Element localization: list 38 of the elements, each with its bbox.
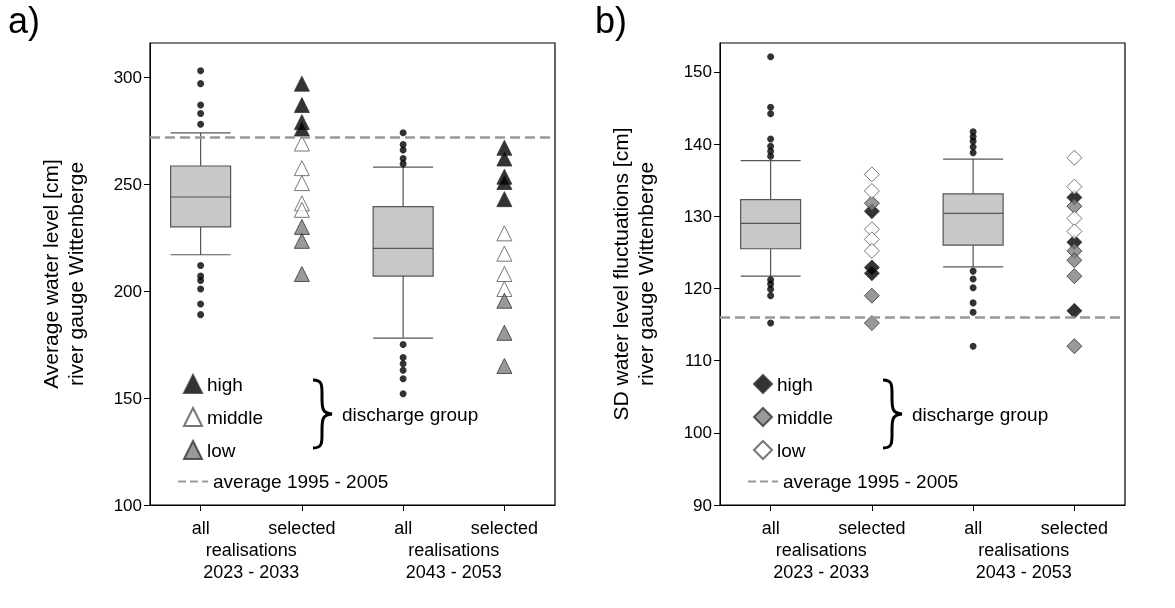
y-tick-label: 120 xyxy=(683,278,712,298)
text: realisations 2023 - 2033 xyxy=(203,540,300,582)
y-tick-label: 90 xyxy=(693,495,712,515)
legend-label: low xyxy=(777,439,806,461)
chart-title: a) xyxy=(8,0,41,41)
y-tick-label: 140 xyxy=(683,134,712,154)
text: realisations 2043 - 2053 xyxy=(405,540,502,582)
y-axis-title: SD water level fluctuations [cm] river gauge Wittenberge xyxy=(609,127,657,421)
x-tick-label: selected xyxy=(470,518,538,538)
y-tick-label: 100 xyxy=(113,495,142,515)
chart-title: b) xyxy=(595,0,628,41)
y-tick-label: 110 xyxy=(684,351,712,371)
y-tick-label: 100 xyxy=(683,423,712,443)
y-axis-title: Average water level [cm] river gauge Wittenberge xyxy=(39,159,87,389)
legend-label: average 1995 - 2005 xyxy=(213,471,389,492)
y-tick-label: 150 xyxy=(683,62,712,82)
x-tick-label: selected xyxy=(838,518,906,538)
legend-label: middle xyxy=(207,406,263,428)
legend-title: discharge group xyxy=(912,403,1049,425)
y-tick-label: 130 xyxy=(683,206,712,226)
y-tick-label: 300 xyxy=(113,67,142,87)
x-tick-label: all xyxy=(394,518,413,538)
y-tick-label: 150 xyxy=(113,388,142,408)
legend-title: discharge group xyxy=(342,403,479,425)
legend-label: low xyxy=(207,439,236,461)
legend-label: high xyxy=(207,373,243,395)
x-tick-label: selected xyxy=(1040,518,1108,538)
legend-label: high xyxy=(777,373,813,395)
x-tick-label: all xyxy=(191,518,210,538)
legend-label: average 1995 - 2005 xyxy=(783,471,959,492)
x-tick-label: selected xyxy=(268,518,336,538)
y-tick-label: 250 xyxy=(113,174,142,194)
y-tick-label: 200 xyxy=(113,281,142,301)
text: realisations 2023 - 2033 xyxy=(773,540,870,582)
x-tick-label: all xyxy=(761,518,780,538)
text: realisations 2043 - 2053 xyxy=(975,540,1072,582)
legend-label: middle xyxy=(777,406,833,428)
x-tick-label: all xyxy=(964,518,983,538)
